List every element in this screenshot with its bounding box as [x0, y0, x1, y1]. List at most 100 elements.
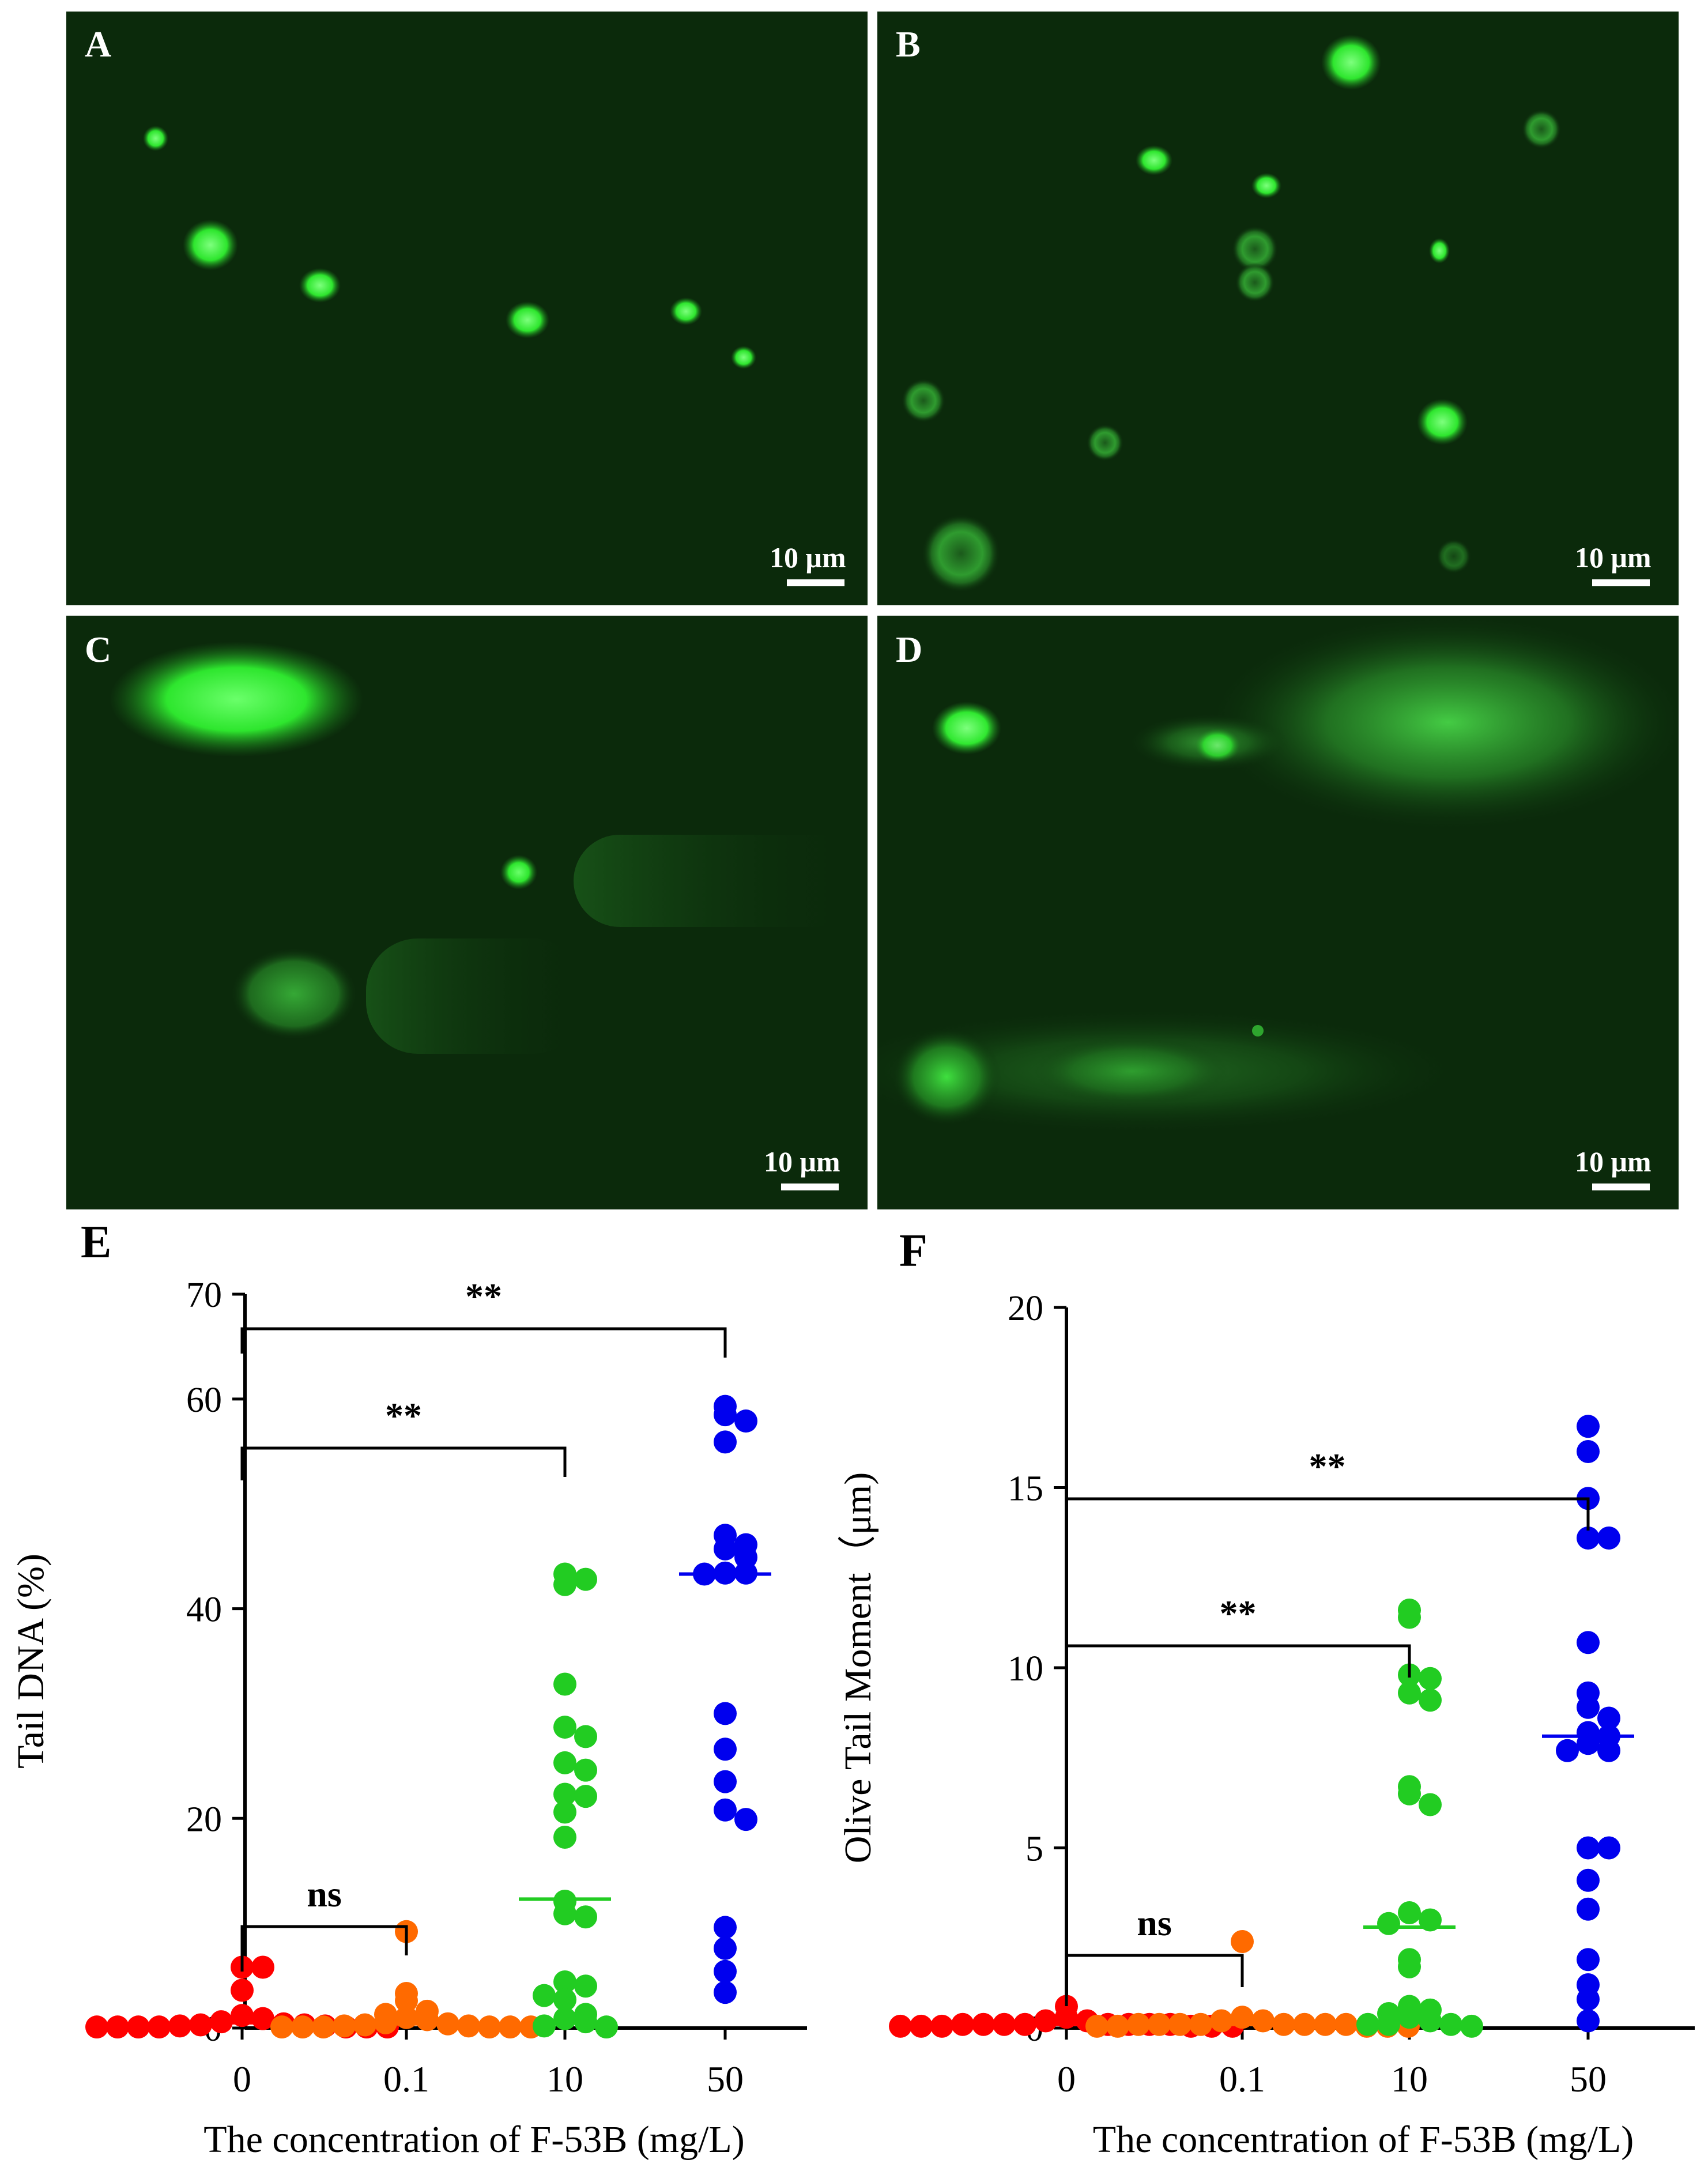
data-point: [1577, 1695, 1600, 1719]
data-point: [1398, 1605, 1421, 1629]
data-point: [714, 1798, 737, 1822]
data-point: [1231, 1930, 1254, 1953]
data-point: [1419, 1688, 1442, 1712]
data-point: [533, 2014, 556, 2038]
data-point: [714, 1430, 737, 1454]
data-point: [1356, 2012, 1379, 2036]
data-point: [1577, 1527, 1600, 1550]
y-tick-label: 60: [186, 1381, 222, 1420]
data-point: [1034, 2009, 1057, 2033]
data-point: [714, 1959, 737, 1983]
micrograph-b: B 10 μm: [877, 12, 1679, 605]
data-point: [993, 2012, 1016, 2036]
y-tick-label: 20: [186, 1800, 222, 1839]
data-point: [574, 1725, 597, 1748]
data-point: [1577, 1631, 1600, 1654]
significance-bracket: [240, 1925, 408, 1972]
data-point: [1597, 1836, 1620, 1860]
panel-letter-d: D: [896, 629, 923, 670]
x-tick-label: 50: [1570, 2059, 1607, 2100]
significance-label: **: [1309, 1446, 1346, 1487]
data-point: [553, 2007, 576, 2030]
data-point: [168, 2014, 191, 2038]
micrograph-c: C 10 μm: [66, 616, 868, 1209]
data-point: [553, 1800, 576, 1824]
micrograph-c-image: [66, 616, 868, 1209]
data-point: [1398, 1955, 1421, 1978]
data-point: [1293, 2012, 1316, 2036]
data-point: [85, 2015, 108, 2039]
significance-label: ns: [307, 1874, 342, 1914]
micrograph-d-image: [877, 616, 1679, 1209]
significance-bracket: [1065, 1954, 1244, 2006]
data-point: [951, 2012, 974, 2036]
data-point: [231, 1978, 254, 2002]
data-point: [251, 1955, 274, 1979]
x-tick-label: 0.1: [383, 2059, 429, 2100]
data-point: [1377, 1912, 1400, 1935]
data-point: [1577, 1440, 1600, 1463]
micrograph-a: A 10 μm: [66, 12, 868, 605]
data-point: [714, 1770, 737, 1793]
scale-label-d: 10 μm: [1575, 1145, 1652, 1178]
data-point: [1556, 1739, 1579, 1762]
data-point: [1085, 2014, 1108, 2038]
data-point: [553, 1826, 576, 1849]
data-point: [553, 1902, 576, 1925]
significance-bracket: [240, 1327, 727, 1358]
data-point: [189, 2013, 212, 2037]
scale-bar-a: [787, 579, 844, 586]
data-point: [595, 2015, 618, 2039]
data-point: [1127, 2012, 1150, 2036]
data-point: [910, 2014, 933, 2038]
chart-letter-e: E: [81, 1217, 112, 1268]
y-tick-label: 40: [186, 1590, 222, 1630]
x-tick-label: 10: [546, 2059, 583, 2100]
scale-bar-c: [781, 1184, 839, 1190]
data-point: [478, 2015, 501, 2039]
data-point: [930, 2014, 953, 2038]
data-point: [1419, 1667, 1442, 1690]
scale-bar-b: [1592, 579, 1650, 586]
data-point: [1106, 2014, 1129, 2038]
scale-label-c: 10 μm: [764, 1145, 840, 1178]
significance-bracket: [1065, 1644, 1411, 1678]
chart-letter-f: F: [899, 1226, 927, 1276]
data-point: [1577, 1415, 1600, 1438]
panel-letter-a: A: [85, 24, 112, 65]
x-axis-label: The concentration of F-53B (mg/L): [1093, 2119, 1634, 2161]
data-point: [1398, 1901, 1421, 1924]
x-tick-label: 0: [233, 2059, 251, 2100]
data-point: [1148, 2012, 1171, 2036]
y-axis-label: Tail DNA (%): [10, 1554, 52, 1769]
data-point: [574, 1974, 597, 1998]
data-point: [457, 2014, 480, 2038]
data-point: [553, 1573, 576, 1596]
scale-label-b: 10 μm: [1575, 541, 1652, 574]
significance-bracket: [1065, 1497, 1590, 1532]
data-point: [714, 1537, 737, 1561]
scale-label-a: 10 μm: [770, 541, 846, 574]
data-point: [1210, 2009, 1233, 2033]
data-point: [734, 1409, 757, 1433]
data-point: [395, 2006, 418, 2029]
data-point: [127, 2015, 150, 2039]
data-point: [972, 2012, 995, 2036]
data-point: [714, 1981, 737, 2004]
y-axis-label: Olive Tail Moment（μm): [837, 1472, 879, 1863]
data-point: [1597, 1706, 1620, 1730]
data-point: [553, 1782, 576, 1806]
data-point: [1577, 1836, 1600, 1860]
micrograph-d: D 10 μm: [877, 616, 1679, 1209]
y-tick-label: 20: [1008, 1289, 1043, 1328]
data-point: [1398, 1681, 1421, 1705]
data-point: [1334, 2012, 1358, 2036]
data-point: [1577, 2009, 1600, 2033]
significance-label: **: [1220, 1593, 1257, 1634]
data-point: [395, 1989, 418, 2012]
data-point: [553, 1672, 576, 1696]
data-point: [1439, 2012, 1462, 2036]
data-point: [148, 2015, 171, 2039]
